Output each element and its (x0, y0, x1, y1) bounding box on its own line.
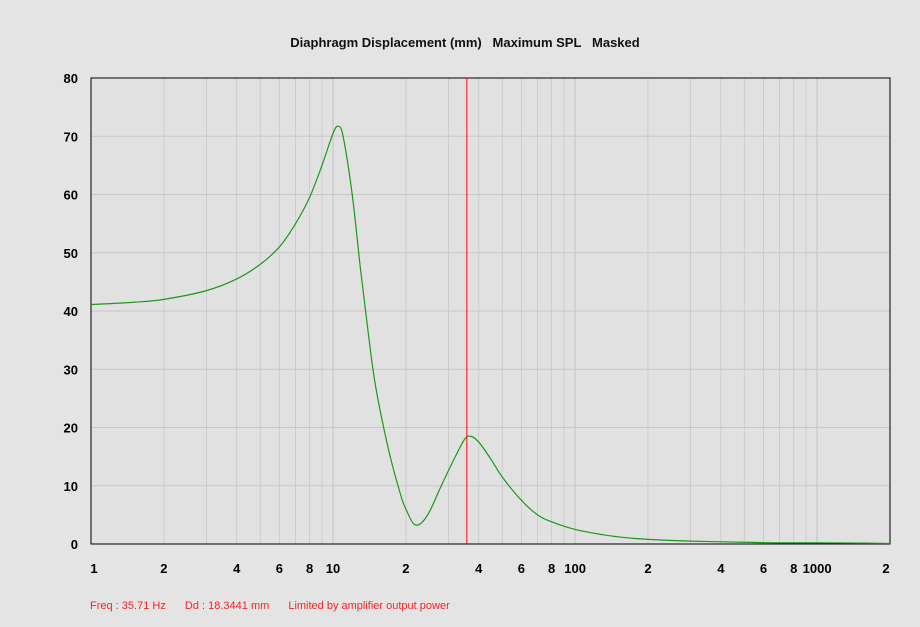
x-tick-label: 4 (233, 561, 241, 576)
y-tick-label: 50 (64, 246, 78, 261)
x-axis-ticks: 1 2 4 6 8 10 2 4 6 8 100 2 4 6 8 1000 2 (90, 561, 889, 576)
x-tick-label: 6 (276, 561, 283, 576)
y-tick-label: 40 (64, 304, 78, 319)
y-tick-label: 20 (64, 421, 78, 436)
y-axis-ticks: 0 10 20 30 40 50 60 70 80 (64, 71, 78, 552)
x-tick-label: 1000 (803, 561, 832, 576)
grid-lines (91, 78, 890, 544)
x-tick-label: 2 (882, 561, 889, 576)
displacement-curve (90, 125, 891, 545)
series-layer (90, 125, 891, 545)
x-tick-label: 1 (90, 561, 97, 576)
y-tick-label: 0 (71, 537, 78, 552)
y-tick-label: 80 (64, 71, 78, 86)
chart-title: Diaphragm Displacement (mm) Maximum SPL … (290, 35, 639, 50)
x-tick-label: 100 (564, 561, 586, 576)
y-tick-label: 10 (64, 479, 78, 494)
x-tick-label: 4 (475, 561, 483, 576)
x-tick-label: 10 (326, 561, 340, 576)
y-tick-label: 60 (64, 188, 78, 203)
x-tick-label: 2 (160, 561, 167, 576)
x-tick-label: 2 (644, 561, 651, 576)
plot-frame (90, 77, 891, 545)
x-tick-label: 8 (790, 561, 797, 576)
x-tick-label: 8 (548, 561, 555, 576)
y-tick-label: 70 (64, 129, 78, 144)
status-displacement: Dd : 18.3441 mm (184, 600, 270, 612)
x-tick-label: 8 (306, 561, 313, 576)
status-limit-note: Limited by amplifier output power (288, 600, 450, 612)
x-tick-label: 6 (518, 561, 525, 576)
y-tick-label: 30 (64, 362, 78, 377)
x-tick-label: 4 (717, 561, 725, 576)
status-frequency: Freq : 35.71 Hz (90, 600, 166, 612)
x-tick-label: 6 (760, 561, 767, 576)
x-tick-label: 2 (402, 561, 409, 576)
status-bar: Freq : 35.71 Hz Dd : 18.3441 mm Limited … (90, 600, 466, 612)
